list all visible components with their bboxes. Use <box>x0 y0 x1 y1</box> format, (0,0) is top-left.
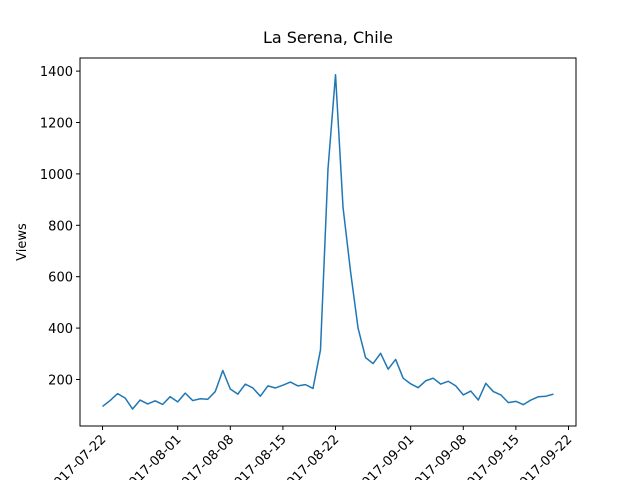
x-tick-label: 2017-09-22 <box>511 432 575 480</box>
data-line <box>102 73 554 410</box>
y-tick-label: 400 <box>48 322 73 337</box>
y-tick-label: 1000 <box>40 168 73 183</box>
y-axis-label: Views <box>15 223 30 261</box>
x-tick-label: 2017-08-08 <box>173 432 237 480</box>
x-tick-label: 2017-08-01 <box>120 432 184 480</box>
x-tick-label: 2017-09-15 <box>459 432 523 480</box>
y-tick-label: 200 <box>48 373 73 388</box>
y-tick-label: 800 <box>48 219 73 234</box>
y-tick-label: 1200 <box>40 117 73 132</box>
y-tick-label: 1400 <box>40 65 73 80</box>
x-tick-label: 2017-07-22 <box>45 432 109 480</box>
plot-frame <box>79 57 577 427</box>
x-tick-label: 2017-09-01 <box>353 432 417 480</box>
chart-title: La Serena, Chile <box>263 28 393 47</box>
x-tick-label: 2017-08-22 <box>278 432 342 480</box>
x-tick-label: 2017-09-08 <box>406 432 470 480</box>
y-tick-label: 600 <box>48 271 73 286</box>
x-tick-label: 2017-08-15 <box>226 432 290 480</box>
